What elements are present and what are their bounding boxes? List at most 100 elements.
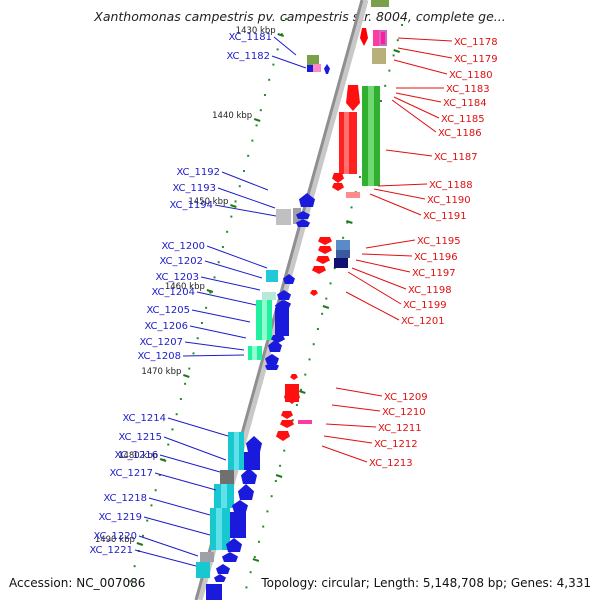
gene-arrow: [284, 390, 300, 404]
scale-label: 1450 kbp: [188, 197, 228, 207]
leader-line: [393, 59, 448, 75]
minor-tick: [226, 230, 229, 233]
gene-feature: [276, 209, 291, 225]
leader-line: [138, 535, 199, 557]
gene-feature: [336, 240, 350, 250]
gene-label-right: XC_1197: [412, 268, 456, 279]
gene-arrow: [312, 266, 326, 274]
gene-label-left: XC_1194: [169, 200, 213, 211]
major-tick: [299, 390, 306, 394]
major-tick: [275, 474, 283, 478]
minor-tick: [268, 78, 271, 81]
minor-tick: [245, 586, 248, 589]
leader-line: [143, 516, 211, 536]
minor-tick: [272, 63, 275, 66]
minor-tick: [154, 489, 157, 492]
minor-tick: [279, 464, 282, 467]
minor-tick: [242, 170, 245, 172]
gene-feature: [206, 584, 222, 600]
minor-tick: [251, 139, 254, 142]
leader-line: [345, 291, 400, 321]
minor-tick: [342, 236, 345, 239]
leader-line: [321, 445, 368, 463]
leader-line: [373, 188, 426, 200]
gene-arrow: [226, 538, 242, 552]
leader-line: [355, 259, 411, 273]
scale-label: 1440 kbp: [212, 111, 252, 121]
gene-label-right: XC_1195: [417, 236, 461, 247]
gene-feature: [266, 270, 278, 282]
leader-line: [365, 239, 416, 249]
leader-line: [167, 417, 229, 437]
gene-arrow: [265, 362, 279, 370]
gene-feature: [298, 420, 312, 424]
gene-arrow: [296, 219, 310, 227]
leader-line: [393, 96, 440, 119]
gene-label-right: XC_1188: [429, 180, 473, 191]
scale-label: 1430 kbp: [236, 26, 276, 36]
leader-line: [206, 245, 268, 269]
topology-summary: Topology: circular; Length: 5,148,708 bp…: [261, 576, 591, 590]
minor-tick: [346, 221, 349, 224]
gene-arrow: [276, 431, 290, 441]
gene-label-left: XC_1193: [172, 183, 216, 194]
leader-line: [182, 354, 245, 357]
gene-label-right: XC_1186: [438, 128, 482, 139]
gene-arrow: [268, 340, 282, 352]
gene-arrow: [318, 246, 332, 254]
gene-feature: [220, 470, 234, 484]
minor-tick: [150, 504, 153, 507]
gene-label-right: XC_1209: [384, 392, 428, 403]
gene-label-left: XC_1205: [146, 305, 190, 316]
gene-label-left: XC_1207: [139, 337, 183, 348]
leader-line: [395, 92, 442, 103]
major-tick: [252, 558, 260, 562]
minor-tick: [262, 525, 265, 528]
gene-feature: [216, 508, 222, 550]
major-tick: [136, 542, 144, 546]
gene-arrow: [332, 173, 344, 183]
minor-tick: [312, 343, 315, 346]
leader-line: [163, 436, 227, 461]
leader-line: [377, 183, 428, 187]
gene-label-right: XC_1185: [441, 114, 485, 125]
feature-layer: [196, 0, 389, 600]
gene-feature: [334, 258, 348, 268]
leader-line: [214, 204, 277, 217]
gene-label-left: XC_1215: [118, 432, 162, 443]
minor-tick: [329, 282, 332, 285]
minor-tick: [276, 48, 279, 51]
gene-arrow: [283, 274, 295, 284]
leader-line: [217, 187, 276, 209]
major-tick: [183, 374, 190, 378]
gene-arrow: [277, 290, 291, 300]
gene-arrow: [332, 183, 344, 191]
gene-feature: [307, 55, 319, 65]
major-tick: [277, 33, 285, 37]
minor-tick: [171, 428, 174, 431]
gene-arrow: [296, 211, 310, 219]
minor-tick: [325, 297, 328, 300]
gene-arrow: [316, 256, 330, 264]
gene-label-right: XC_1211: [378, 423, 422, 434]
gene-label-left: XC_1203: [155, 272, 199, 283]
gene-feature: [196, 562, 210, 578]
leader-line: [335, 387, 383, 397]
minor-tick: [167, 443, 170, 446]
gene-feature: [230, 512, 246, 538]
gene-label-right: XC_1190: [427, 195, 471, 206]
gene-arrow: [324, 64, 330, 74]
gene-label-right: XC_1198: [408, 285, 452, 296]
minor-tick: [283, 449, 286, 452]
label-layer: XC_1181 XC_1182 XC_1192 XC_1193 XC_1194 XC_12…: [89, 32, 498, 567]
gene-feature: [313, 64, 321, 72]
minor-tick: [263, 94, 266, 96]
leader-line: [134, 549, 197, 567]
minor-tick: [280, 33, 283, 36]
minor-tick: [146, 519, 149, 522]
leader-line: [273, 36, 297, 56]
gene-label-left: XC_1204: [151, 287, 195, 298]
major-tick: [206, 289, 214, 293]
gene-label-right: XC_1187: [434, 152, 478, 163]
